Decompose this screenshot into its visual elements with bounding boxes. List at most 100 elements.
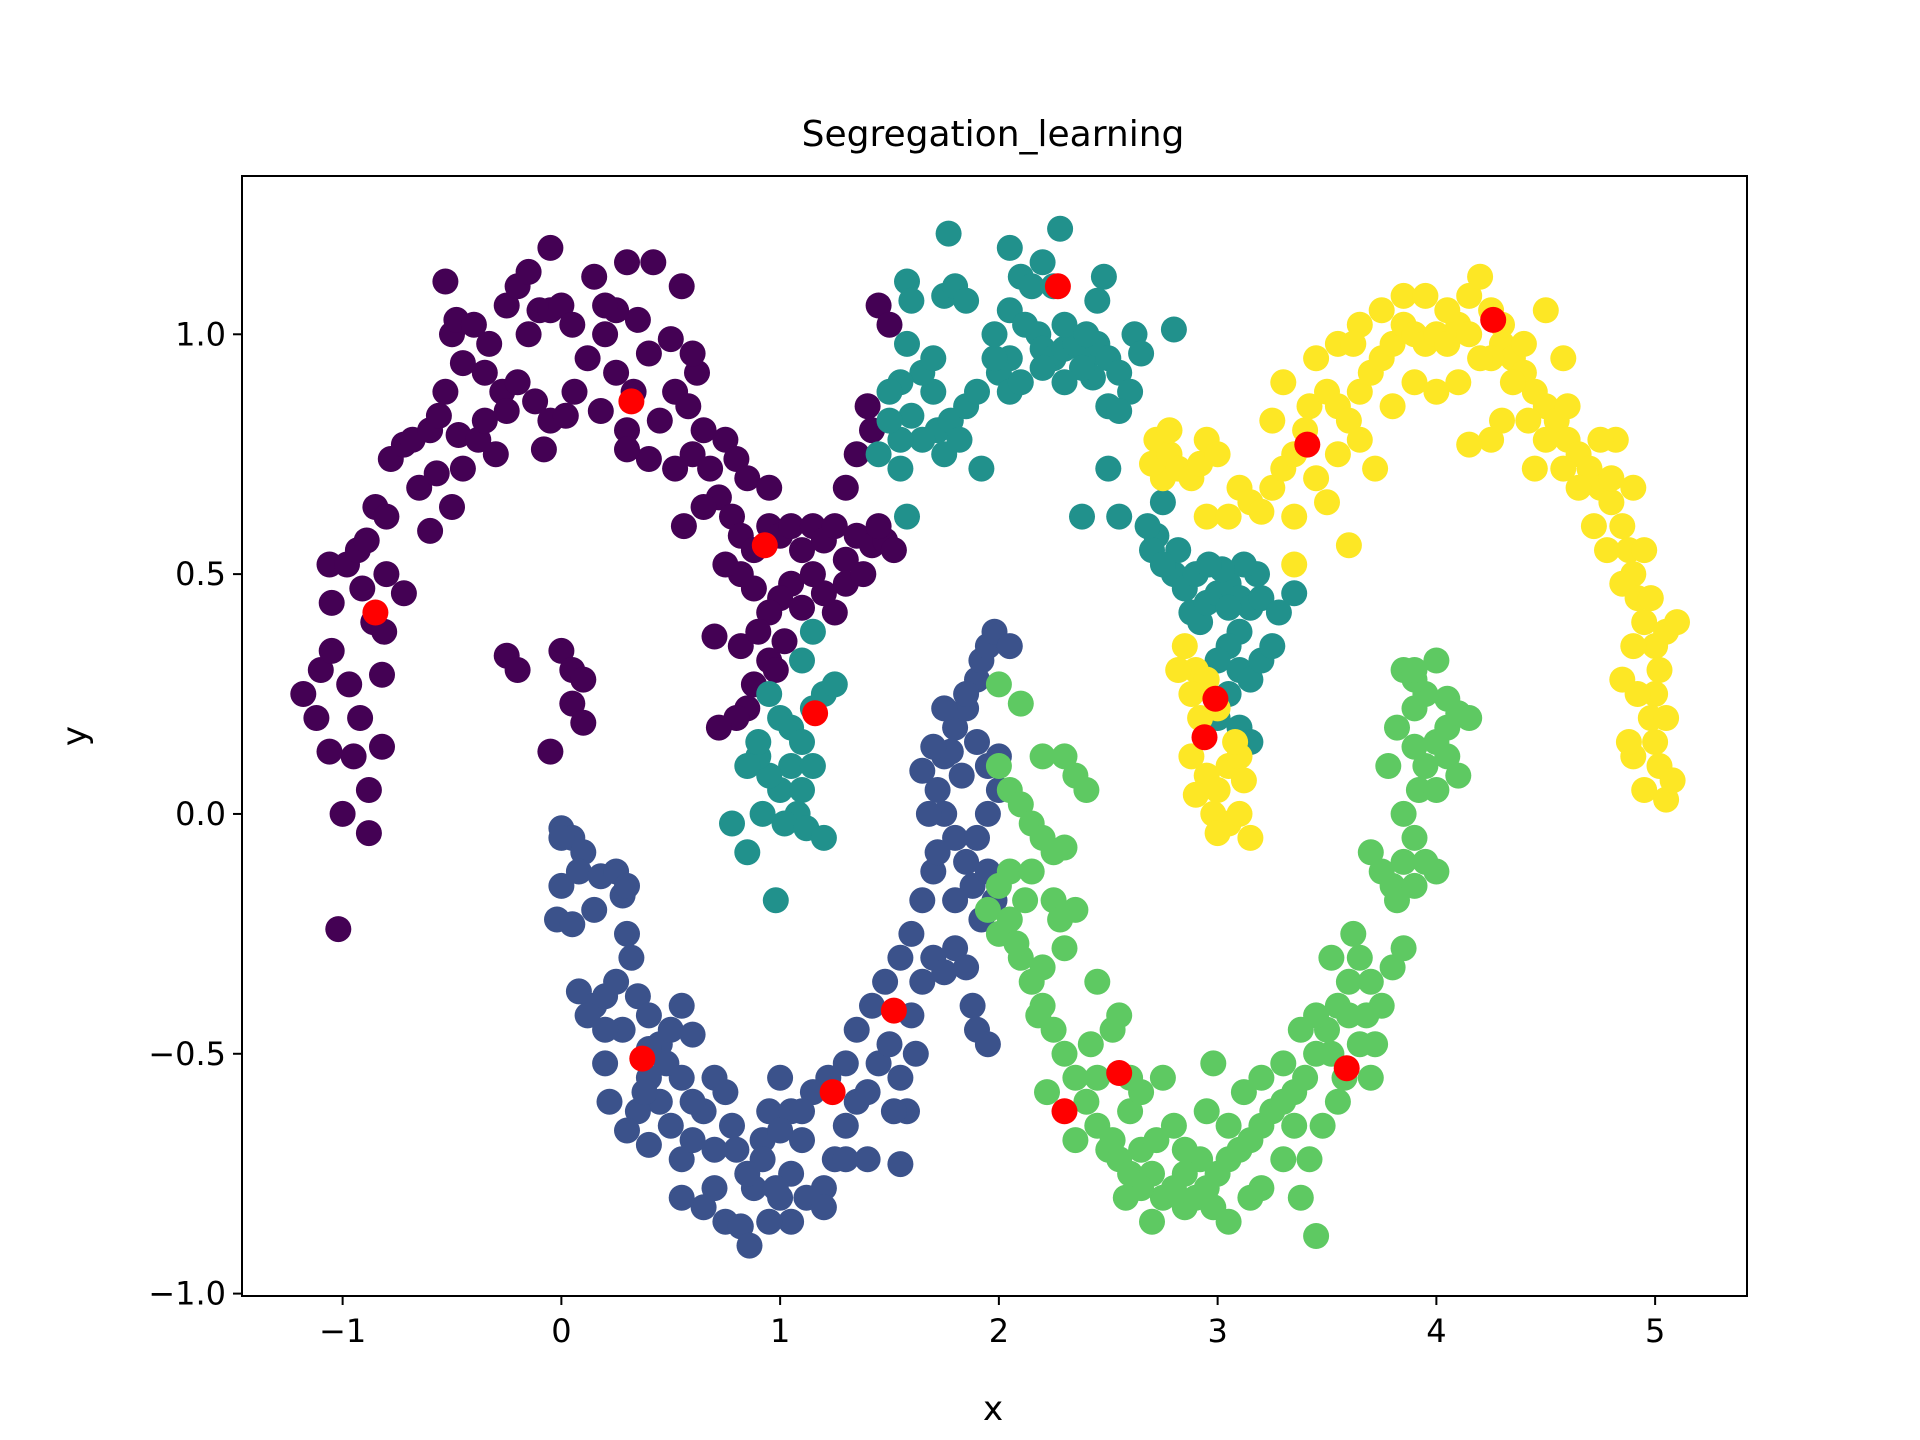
data-point-cluster-2 bbox=[1281, 580, 1308, 607]
data-point-cluster-4 bbox=[1281, 551, 1308, 578]
data-point-cluster-2 bbox=[778, 753, 805, 779]
centroid-point bbox=[880, 997, 907, 1024]
y-tick-label: 1.0 bbox=[175, 315, 226, 353]
data-point-cluster-2 bbox=[1128, 340, 1155, 367]
data-point-cluster-0 bbox=[471, 407, 498, 434]
data-point-cluster-3 bbox=[1292, 1064, 1319, 1091]
x-tick-label: 2 bbox=[989, 1312, 1009, 1350]
data-point-cluster-4 bbox=[1165, 657, 1192, 683]
data-point-cluster-2 bbox=[719, 810, 745, 837]
data-point-cluster-3 bbox=[1401, 824, 1428, 851]
centroids-layer bbox=[362, 273, 1507, 1125]
data-point-cluster-3 bbox=[1270, 1146, 1297, 1173]
data-point-cluster-4 bbox=[1598, 489, 1625, 516]
data-point-cluster-3 bbox=[985, 671, 1012, 698]
data-point-cluster-0 bbox=[449, 350, 476, 377]
data-point-cluster-4 bbox=[1270, 369, 1297, 396]
data-point-cluster-1 bbox=[679, 1088, 706, 1115]
data-point-cluster-3 bbox=[1215, 1112, 1242, 1139]
data-point-cluster-0 bbox=[821, 513, 848, 540]
data-point-cluster-1 bbox=[924, 777, 951, 803]
data-point-cluster-4 bbox=[1580, 513, 1607, 540]
data-point-cluster-3 bbox=[1340, 920, 1367, 947]
data-point-cluster-1 bbox=[953, 954, 980, 981]
data-point-cluster-0 bbox=[325, 916, 352, 943]
data-point-cluster-0 bbox=[778, 513, 805, 540]
data-point-cluster-0 bbox=[789, 537, 815, 564]
data-point-cluster-4 bbox=[1434, 297, 1461, 324]
data-point-cluster-0 bbox=[432, 268, 459, 295]
data-point-cluster-1 bbox=[909, 968, 936, 995]
x-axis-ticks: −1 0 1 2 3 4 5 bbox=[319, 1296, 1665, 1350]
data-point-cluster-2 bbox=[909, 426, 936, 453]
data-point-cluster-0 bbox=[789, 594, 815, 621]
data-point-cluster-4 bbox=[1550, 455, 1577, 482]
data-point-cluster-1 bbox=[767, 1064, 794, 1091]
data-point-cluster-1 bbox=[959, 992, 986, 1019]
data-point-cluster-1 bbox=[767, 1117, 794, 1144]
data-point-cluster-0 bbox=[679, 340, 706, 367]
data-point-cluster-3 bbox=[1318, 944, 1345, 971]
y-axis-label: y bbox=[55, 726, 95, 746]
data-point-cluster-3 bbox=[1018, 858, 1045, 885]
data-point-cluster-0 bbox=[624, 306, 651, 333]
data-point-cluster-1 bbox=[854, 1079, 881, 1106]
data-point-cluster-0 bbox=[810, 580, 837, 607]
data-point-cluster-3 bbox=[1296, 1146, 1323, 1173]
data-point-cluster-1 bbox=[909, 757, 936, 784]
data-point-cluster-3 bbox=[1445, 762, 1472, 789]
data-point-cluster-4 bbox=[1489, 407, 1515, 434]
data-point-cluster-4 bbox=[1532, 426, 1559, 453]
data-point-cluster-3 bbox=[1034, 1079, 1060, 1106]
x-tick-label: 4 bbox=[1426, 1312, 1446, 1350]
data-point-cluster-0 bbox=[559, 690, 586, 717]
data-point-cluster-4 bbox=[1478, 426, 1505, 453]
data-point-cluster-3 bbox=[1029, 954, 1056, 981]
data-point-cluster-4 bbox=[1222, 729, 1249, 755]
data-point-cluster-4 bbox=[1631, 537, 1658, 564]
data-point-cluster-4 bbox=[1587, 426, 1614, 453]
data-point-cluster-2 bbox=[1248, 585, 1275, 612]
data-point-cluster-3 bbox=[1139, 1208, 1165, 1235]
data-point-cluster-0 bbox=[482, 441, 509, 468]
data-point-cluster-0 bbox=[460, 311, 487, 338]
data-point-cluster-4 bbox=[1653, 705, 1680, 731]
data-point-cluster-0 bbox=[723, 446, 750, 472]
data-point-cluster-0 bbox=[697, 455, 724, 482]
data-point-cluster-4 bbox=[1303, 465, 1330, 492]
data-point-cluster-1 bbox=[603, 968, 630, 995]
data-point-cluster-1 bbox=[876, 1031, 903, 1058]
data-point-cluster-4 bbox=[1664, 609, 1690, 636]
data-point-cluster-1 bbox=[964, 729, 990, 755]
data-point-cluster-3 bbox=[1160, 1112, 1187, 1139]
data-point-cluster-2 bbox=[981, 345, 1008, 372]
data-point-cluster-0 bbox=[762, 657, 789, 683]
data-point-cluster-0 bbox=[854, 393, 881, 420]
data-point-cluster-0 bbox=[373, 503, 400, 530]
data-point-cluster-0 bbox=[675, 393, 702, 420]
data-point-cluster-1 bbox=[559, 911, 586, 938]
data-point-cluster-1 bbox=[865, 1050, 892, 1077]
data-point-cluster-4 bbox=[1624, 681, 1651, 707]
data-point-cluster-4 bbox=[1456, 282, 1483, 309]
data-point-cluster-3 bbox=[1200, 1050, 1227, 1077]
data-point-cluster-1 bbox=[614, 872, 640, 899]
data-point-cluster-2 bbox=[799, 618, 826, 645]
data-point-cluster-2 bbox=[1215, 594, 1242, 621]
data-point-cluster-0 bbox=[756, 599, 783, 626]
data-point-cluster-0 bbox=[657, 326, 684, 353]
data-point-cluster-0 bbox=[559, 311, 586, 338]
data-point-cluster-2 bbox=[981, 321, 1008, 348]
data-point-cluster-3 bbox=[1390, 800, 1417, 827]
data-point-cluster-1 bbox=[859, 992, 885, 1019]
data-point-cluster-3 bbox=[1051, 1040, 1078, 1067]
data-point-cluster-1 bbox=[872, 968, 899, 995]
centroid-point bbox=[1294, 431, 1321, 458]
data-point-cluster-1 bbox=[942, 887, 969, 914]
data-point-cluster-0 bbox=[574, 345, 601, 372]
data-point-cluster-2 bbox=[1051, 369, 1078, 396]
data-point-cluster-3 bbox=[1051, 743, 1078, 770]
data-point-cluster-0 bbox=[417, 517, 444, 544]
data-point-cluster-1 bbox=[668, 1184, 695, 1211]
data-point-cluster-3 bbox=[1357, 839, 1384, 866]
